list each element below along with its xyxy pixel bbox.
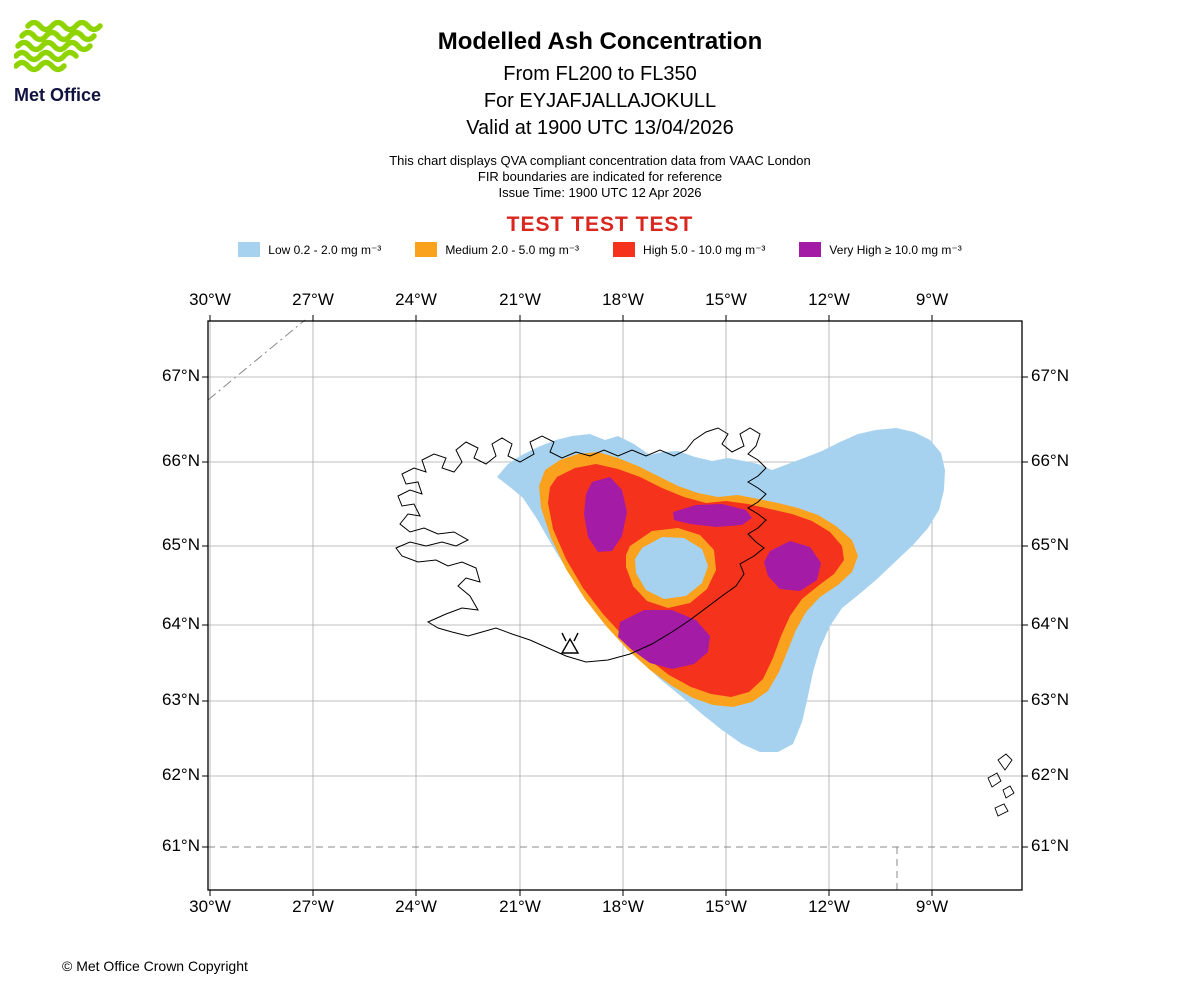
legend-label-medium: Medium 2.0 - 5.0 mg m⁻³	[445, 242, 580, 257]
note-fir: FIR boundaries are indicated for referen…	[477, 169, 723, 184]
met-office-logo-text: Met Office	[14, 85, 102, 105]
volcano-marker-icon	[560, 632, 580, 654]
lon-tick-bottom-6: 12°W	[808, 897, 850, 916]
lon-tick-top-0: 30°W	[189, 290, 231, 309]
lat-tick-right-0: 67°N	[1031, 366, 1069, 385]
legend-item-high: High 5.0 - 10.0 mg m⁻³	[613, 242, 765, 257]
legend-item-medium: Medium 2.0 - 5.0 mg m⁻³	[415, 242, 579, 257]
lon-tick-top-7: 9°W	[915, 290, 949, 309]
lat-tick-right-3: 64°N	[1031, 614, 1069, 633]
lat-tick-left-0: 67°N	[162, 366, 200, 385]
subtitle-flight-levels: From FL200 to FL350	[503, 63, 697, 85]
legend-swatch-very-high-icon	[799, 242, 822, 257]
faroe-islands	[987, 753, 1015, 817]
lon-tick-top-2: 24°W	[395, 290, 437, 309]
lat-tick-right-1: 66°N	[1031, 451, 1069, 470]
chart-notes: This chart displays QVA compliant concen…	[0, 153, 1200, 201]
lon-tick-bottom-7: 9°W	[915, 897, 949, 916]
lon-tick-top-6: 12°W	[808, 290, 850, 309]
lon-tick-bottom-4: 18°W	[602, 897, 644, 916]
lat-tick-right-6: 61°N	[1031, 836, 1069, 855]
page-title: Modelled Ash Concentration	[437, 28, 763, 55]
legend-swatch-medium-icon	[415, 242, 438, 257]
legend-label-low: Low 0.2 - 2.0 mg m⁻³	[268, 242, 382, 257]
met-office-logo: Met Office	[13, 19, 144, 106]
lat-tick-left-2: 65°N	[162, 535, 200, 554]
fir-boundaries	[207, 319, 1022, 890]
test-banner: TEST TEST TEST	[506, 213, 694, 236]
lat-tick-right-5: 62°N	[1031, 765, 1069, 784]
lat-tick-left-5: 62°N	[162, 765, 200, 784]
note-qva: This chart displays QVA compliant concen…	[389, 153, 811, 168]
lat-tick-left-4: 63°N	[162, 690, 200, 709]
axis-tick-marks	[202, 315, 1028, 896]
lon-tick-top-4: 18°W	[602, 290, 644, 309]
lat-tick-left-1: 66°N	[162, 451, 200, 470]
legend-swatch-high-icon	[613, 242, 636, 257]
legend-label-very-high: Very High ≥ 10.0 mg m⁻³	[829, 242, 962, 257]
subtitle-valid-time: Valid at 1900 UTC 13/04/2026	[466, 117, 734, 139]
legend-label-high: High 5.0 - 10.0 mg m⁻³	[643, 242, 766, 257]
legend: Low 0.2 - 2.0 mg m⁻³ Medium 2.0 - 5.0 mg…	[0, 242, 1200, 257]
legend-swatch-low-icon	[238, 242, 261, 257]
lon-tick-bottom-3: 21°W	[499, 897, 541, 916]
iceland-coastline	[395, 427, 767, 663]
lat-tick-right-2: 65°N	[1031, 535, 1069, 554]
lon-tick-bottom-2: 24°W	[395, 897, 437, 916]
legend-item-very-high: Very High ≥ 10.0 mg m⁻³	[799, 242, 962, 257]
lat-tick-left-6: 61°N	[162, 836, 200, 855]
lat-tick-left-3: 64°N	[162, 614, 200, 633]
lon-tick-top-5: 15°W	[705, 290, 747, 309]
note-issue-time: Issue Time: 1900 UTC 12 Apr 2026	[498, 185, 702, 200]
met-office-waves-icon	[13, 19, 103, 73]
header: Modelled Ash Concentration From FL200 to…	[0, 28, 1200, 237]
lon-tick-top-3: 21°W	[499, 290, 541, 309]
lon-tick-bottom-1: 27°W	[292, 897, 334, 916]
plot-border	[207, 320, 1023, 891]
lon-tick-bottom-5: 15°W	[705, 897, 747, 916]
legend-item-low: Low 0.2 - 2.0 mg m⁻³	[238, 242, 381, 257]
subtitle-volcano: For EYJAFJALLAJOKULL	[483, 90, 717, 112]
lon-tick-top-1: 27°W	[292, 290, 334, 309]
lon-tick-bottom-0: 30°W	[189, 897, 231, 916]
lat-tick-right-4: 63°N	[1031, 690, 1069, 709]
copyright-notice: © Met Office Crown Copyright	[62, 958, 248, 974]
ash-region-very-high	[584, 477, 821, 669]
